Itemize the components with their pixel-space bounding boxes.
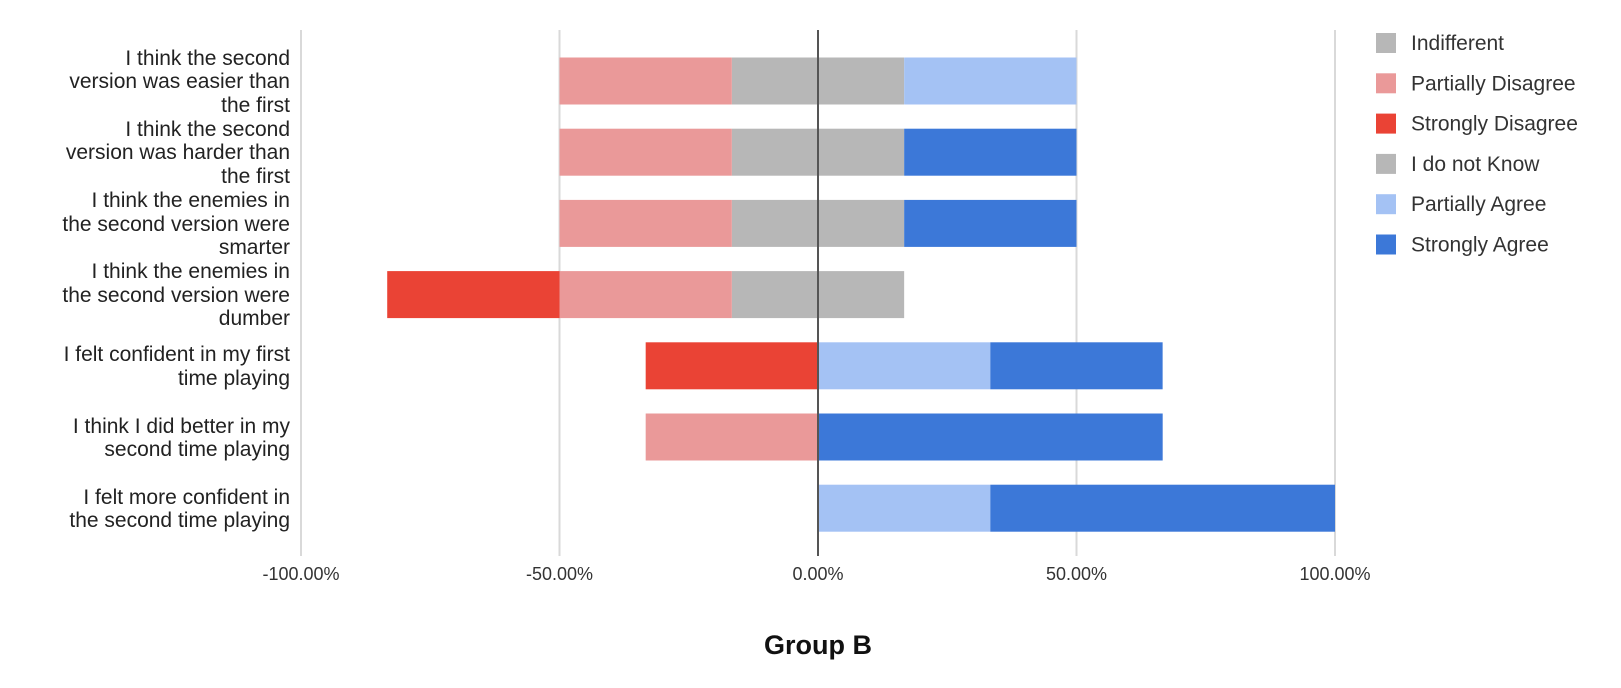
- x-tick-label: -100.00%: [262, 564, 339, 584]
- legend: Indifferent Partially Disagree Strongly Di…: [1376, 32, 1578, 257]
- legend-label: I do not Know: [1411, 153, 1540, 176]
- bar-segment-partially-disagree: [559, 57, 732, 105]
- bar-segment-strongly-disagree: [645, 342, 818, 390]
- category-label-line: version was harder than: [65, 141, 290, 165]
- bar-segment-strongly-agree: [990, 342, 1163, 390]
- bar-segment-partially-agree: [904, 57, 1077, 105]
- category-label-line: version was easier than: [69, 70, 290, 94]
- bar-segment-partially-disagree: [559, 199, 732, 247]
- category-label-line: the second version were: [62, 212, 290, 236]
- category-label-line: time playing: [177, 366, 290, 390]
- legend-item: Partially Agree: [1376, 193, 1546, 216]
- bars: [387, 57, 1335, 532]
- category-label-line: I think the second: [125, 46, 290, 70]
- x-tick-label: -50.00%: [526, 564, 593, 584]
- bar-segment-partially-agree: [818, 484, 991, 532]
- category-label-line: I felt more confident in: [83, 485, 290, 509]
- legend-label: Strongly Disagree: [1411, 113, 1578, 136]
- category-label-line: I think the enemies in: [91, 189, 290, 213]
- bar-segment-partially-agree: [818, 342, 991, 390]
- bar-segment-partially-disagree: [559, 128, 732, 176]
- x-axis-ticks: -100.00% -50.00% 0.00% 50.00% 100.00%: [262, 564, 1370, 584]
- category-label: I felt more confident in the second time …: [10, 486, 290, 533]
- bar-segment-partially-disagree: [645, 413, 818, 461]
- category-label: I felt confident in my first time playing: [10, 343, 290, 390]
- legend-swatch: [1376, 73, 1396, 94]
- legend-swatch: [1376, 194, 1396, 215]
- legend-item: I do not Know: [1376, 153, 1540, 176]
- legend-label: Strongly Agree: [1411, 234, 1549, 257]
- legend-label: Partially Agree: [1411, 193, 1546, 216]
- legend-item: Strongly Disagree: [1376, 113, 1578, 136]
- category-label-line: dumber: [218, 307, 290, 331]
- legend-swatch: [1376, 113, 1396, 134]
- legend-item: Strongly Agree: [1376, 234, 1549, 257]
- x-tick-label: 0.00%: [792, 564, 843, 584]
- bar-segment-partially-disagree: [559, 271, 732, 319]
- category-label-line: smarter: [218, 236, 290, 260]
- category-label-line: the second time playing: [69, 509, 290, 533]
- category-label: I think the second version was easier tha…: [10, 47, 290, 118]
- legend-label: Partially Disagree: [1411, 72, 1576, 95]
- legend-swatch: [1376, 33, 1396, 53]
- category-label: I think the second version was harder tha…: [10, 118, 290, 189]
- category-label-line: the first: [221, 93, 290, 117]
- x-tick-label: 50.00%: [1046, 564, 1107, 584]
- bar-segment-strongly-agree: [904, 199, 1077, 247]
- category-label-line: I felt confident in my first: [63, 343, 290, 367]
- category-label-line: I think the second: [125, 117, 290, 141]
- category-label: I think the enemies in the second version…: [10, 260, 290, 331]
- x-axis-title: Group B: [764, 630, 872, 660]
- x-tick-label: 100.00%: [1299, 564, 1370, 584]
- legend-label: Indifferent: [1411, 32, 1504, 55]
- bar-segment-strongly-disagree: [387, 271, 560, 319]
- category-label-line: I think the enemies in: [91, 260, 290, 284]
- legend-swatch: [1376, 153, 1396, 174]
- legend-swatch: [1376, 234, 1396, 255]
- category-label-line: second time playing: [104, 438, 290, 461]
- bar-segment-strongly-agree: [818, 413, 1163, 461]
- category-label: I think I did better in my second time pl…: [10, 415, 290, 462]
- category-label-line: the second version were: [62, 283, 290, 307]
- category-label-line: I think I did better in my: [72, 414, 290, 438]
- category-label: I think the enemies in the second version…: [10, 189, 290, 260]
- bar-segment-strongly-agree: [990, 484, 1335, 532]
- legend-item: Partially Disagree: [1376, 72, 1576, 95]
- bar-segment-strongly-agree: [904, 128, 1077, 176]
- category-label-line: the first: [221, 164, 290, 188]
- legend-item: Indifferent: [1376, 32, 1504, 55]
